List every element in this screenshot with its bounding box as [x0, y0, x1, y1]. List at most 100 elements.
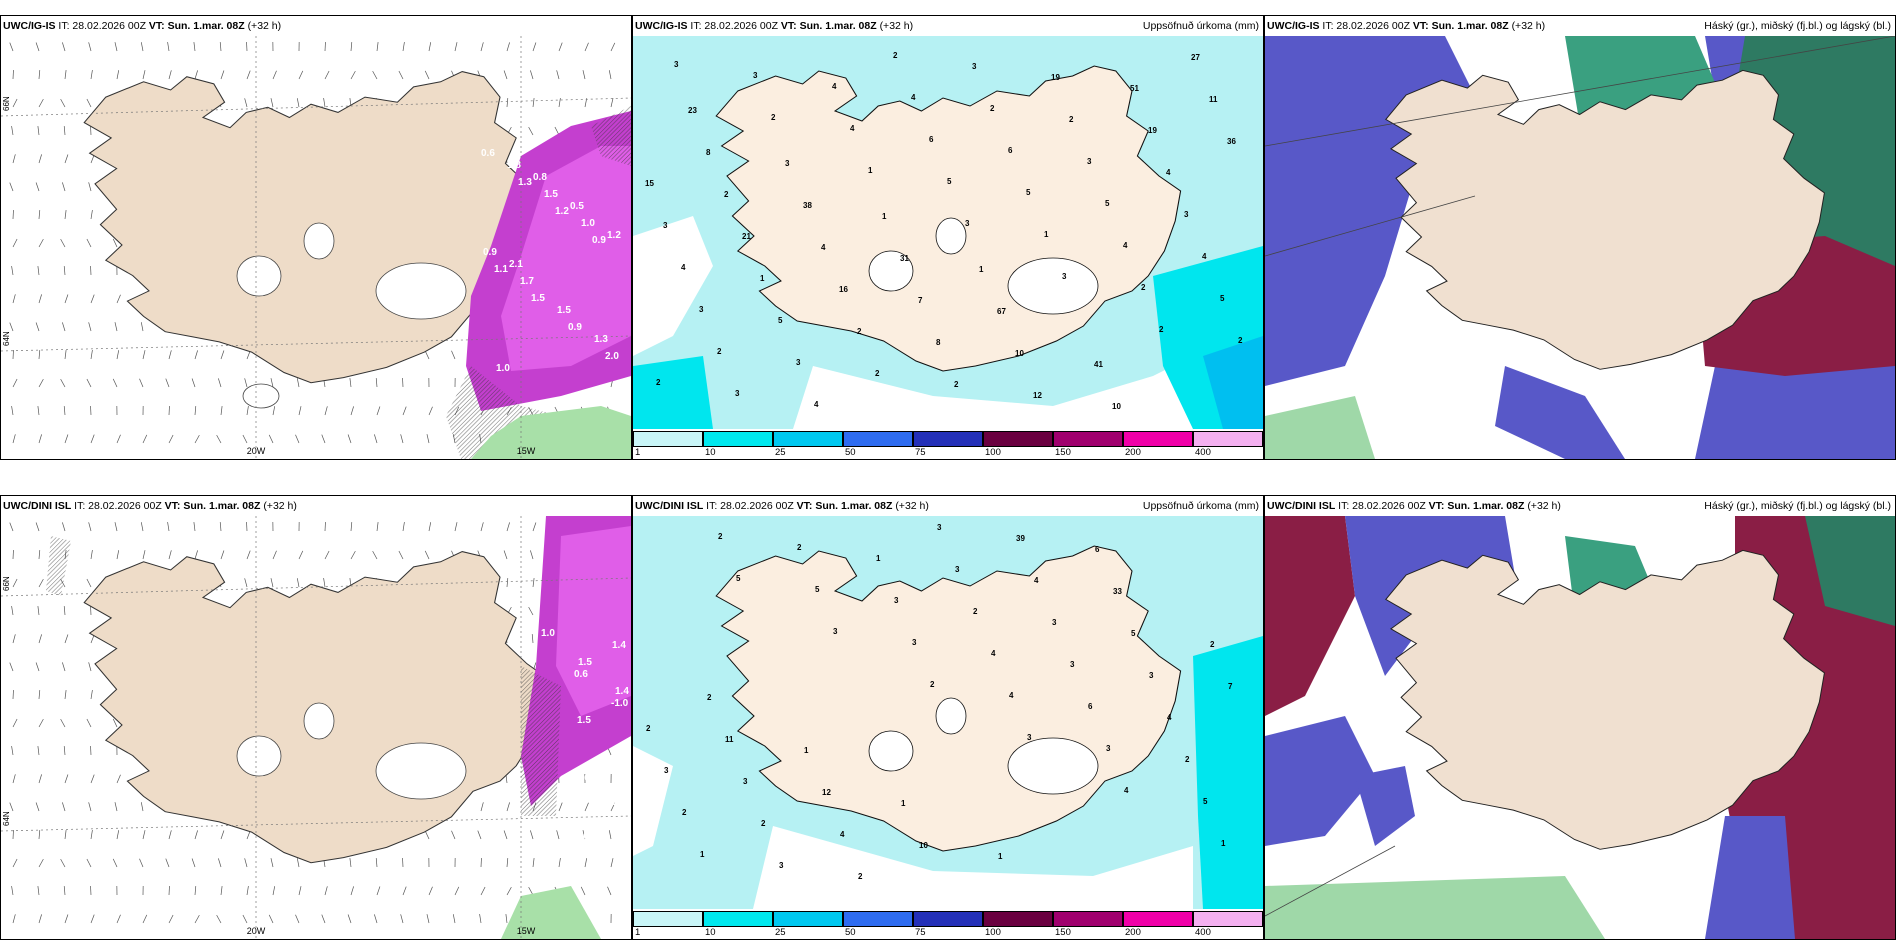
wind-value: 0.5	[570, 201, 584, 212]
wind-barb	[324, 886, 328, 896]
wind-barb	[402, 886, 407, 896]
wind-barb	[63, 886, 66, 896]
wind-barb	[116, 830, 120, 840]
wind-barb	[400, 434, 404, 444]
precip-value: 31	[900, 254, 909, 263]
wind-barb	[35, 42, 40, 52]
precip-value: 4	[991, 649, 996, 658]
wind-barb	[558, 858, 561, 868]
wind-barb	[90, 210, 93, 220]
precip-value: 1	[998, 852, 1003, 861]
precip-map-svg: 3213322345122346545244654332233452324312…	[633, 36, 1263, 429]
wind-barb	[64, 294, 69, 304]
wind-barb	[12, 378, 18, 388]
wind-barb	[112, 718, 118, 728]
precip-value-labels: 3213322345122346545244654332233452324312…	[645, 51, 1243, 411]
valid-time: Sun. 1.mar. 08Z	[183, 500, 261, 512]
precip-value: 12	[1033, 391, 1042, 400]
wind-barb	[168, 830, 172, 840]
cloud-map[interactable]	[1265, 36, 1895, 459]
wind-barb	[246, 406, 249, 416]
colorbar-swatch	[843, 431, 913, 447]
precip-value: 4	[840, 830, 845, 839]
model-name: UWC/IG-IS	[3, 20, 56, 32]
wind-barb	[556, 70, 560, 80]
wind-barb	[424, 70, 430, 80]
wind-barb	[610, 802, 616, 812]
precip-value: 3	[663, 221, 668, 230]
wind-barb	[218, 378, 222, 388]
colorbar-swatch	[983, 431, 1053, 447]
wind-barb	[9, 522, 14, 532]
wind-barb	[375, 858, 378, 868]
precip-value: 7	[918, 296, 923, 305]
wind-barb	[116, 294, 121, 304]
wind-barb	[38, 70, 41, 80]
wind-barb	[86, 578, 92, 588]
wind-barb	[116, 914, 121, 924]
wind-barb	[584, 42, 589, 52]
precip-value: 5	[778, 316, 783, 325]
precip-value: 5	[947, 177, 952, 186]
wind-barb	[139, 378, 144, 388]
wind-barb	[220, 886, 223, 896]
wind-barb	[218, 858, 222, 868]
precip-value: 11	[725, 735, 734, 744]
wind-barb	[60, 98, 66, 108]
wind-barb	[116, 774, 121, 784]
wind-map[interactable]: 0.6 1.3 1.2 0.9 1.1 1.5 0.9 2.0 1.8 1.5 1.0 0.9 1.7 1…	[1, 36, 631, 459]
wind-barb	[454, 886, 460, 896]
precip-value: 1	[1221, 839, 1226, 848]
valid-time: Sun. 1.mar. 08Z	[815, 500, 893, 512]
wind-map[interactable]: 1.0 1.5 1.4 1.5 2.1 2.0 2.1 1.6 1.4 0.6 -1.0 20W 1…	[1, 516, 631, 939]
wind-barb	[506, 578, 509, 588]
wind-barb	[9, 322, 14, 332]
wind-barb	[142, 350, 146, 360]
precip-value: 3	[972, 62, 977, 71]
model-name: UWC/DINI ISL	[1267, 500, 1336, 512]
wind-barb	[372, 70, 378, 80]
cloud-map[interactable]	[1265, 516, 1895, 939]
vt-label: VT:	[164, 500, 181, 512]
wind-barb	[38, 550, 41, 560]
wind-barb	[63, 746, 66, 756]
colorbar-label: 50	[845, 447, 856, 458]
wind-barb	[38, 434, 42, 444]
valid-time: Sun. 1.mar. 08Z	[799, 20, 877, 32]
wind-barb	[350, 42, 353, 52]
colorbar-swatch	[843, 911, 913, 927]
wind-barb	[324, 550, 330, 560]
field-title: Háský (gr.), miðský (fj.bl.) og lágský (…	[1704, 500, 1891, 512]
wind-barb	[428, 886, 433, 896]
lon-label-15w: 15W	[517, 926, 536, 936]
wind-value: 2.1	[613, 802, 627, 813]
wind-barb	[37, 606, 40, 616]
colorbar-swatch	[1123, 431, 1193, 447]
wind-barb	[582, 70, 586, 80]
colorbar-label: 1	[635, 447, 641, 458]
field-title: Uppsöfnuð úrkoma (mm)	[1142, 500, 1259, 512]
wind-barb	[268, 914, 274, 924]
wind-barb	[374, 434, 378, 444]
precip-value: 2	[724, 190, 729, 199]
precip-value: 2	[682, 808, 687, 817]
wind-barb	[349, 858, 352, 868]
precip-value: 2	[1069, 115, 1074, 124]
wind-barb	[298, 406, 302, 416]
field-title: Háský (gr.), miðský (fj.bl.) og lágský (…	[1704, 20, 1891, 32]
precip-map[interactable]: 5 3 2 3 4 1 2 5 3 4 3 5 1 2 3 4 6 2 2 3 1 2 3 4 3 2 2 3 3 3 2 3 4 3 4 5 7 11 1…	[633, 516, 1263, 909]
colorbar-label: 10	[705, 447, 716, 458]
wind-barb	[506, 886, 512, 896]
panel-header: UWC/DINI ISL IT: 28.02.2026 00Z VT: Sun.…	[1265, 496, 1895, 516]
wind-barb	[11, 406, 14, 416]
precip-value: 4	[1166, 168, 1171, 177]
vt-label: VT:	[148, 20, 165, 32]
wind-barb	[142, 914, 148, 924]
wind-value: 1.5	[577, 715, 591, 726]
panel-clouds-igis: UWC/IG-IS IT: 28.02.2026 00Z VT: Sun. 1.…	[1264, 15, 1896, 460]
wind-barb	[424, 830, 430, 840]
wind-value: 1.3	[518, 177, 532, 188]
precip-value: 2	[1159, 325, 1164, 334]
colorbar-swatch	[1123, 911, 1193, 927]
